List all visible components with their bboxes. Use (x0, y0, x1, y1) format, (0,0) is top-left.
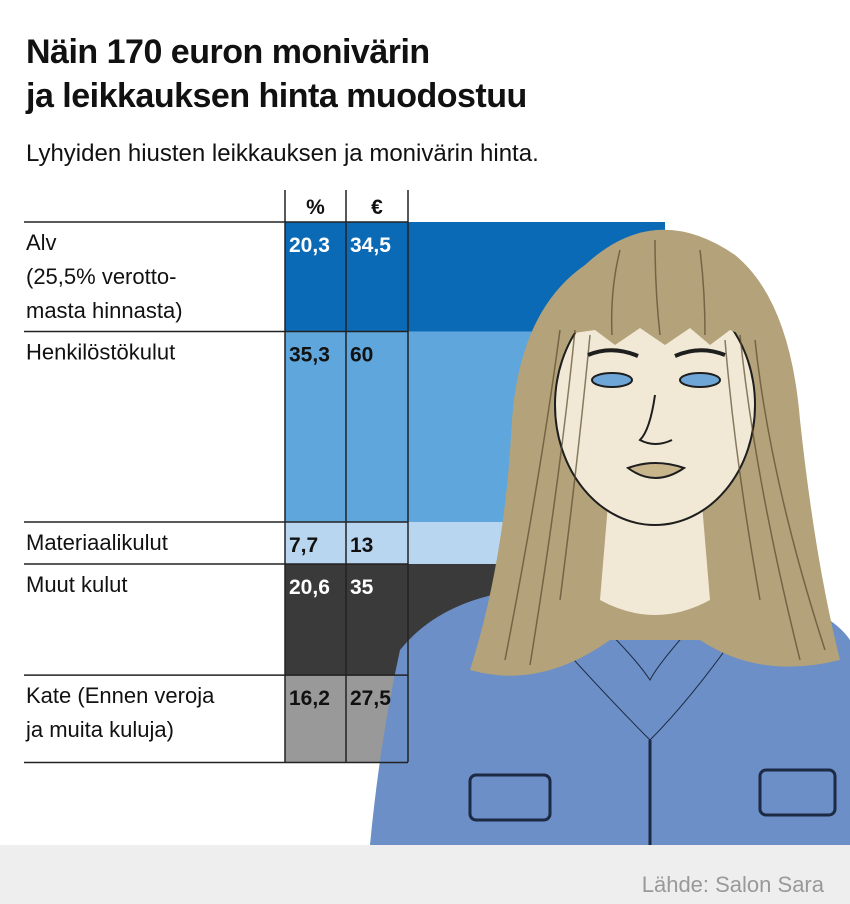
woman-illustration (370, 229, 850, 845)
nose-icon (638, 394, 673, 445)
row-label-0-1: (25,5% verotto- (26, 264, 176, 289)
source-note: Lähde: Salon Sara (641, 872, 824, 897)
row-label-4-1: ja muita kuluja) (25, 717, 174, 742)
percent-value-3: 20,6 (289, 576, 330, 599)
row-label-4-0: Kate (Ennen veroja (26, 683, 215, 708)
row-label-0-2: masta hinnasta) (26, 298, 183, 323)
source-bar (0, 845, 850, 904)
row-label-1-0: Henkilöstökulut (26, 340, 175, 365)
eur-value-4: 27,5 (350, 687, 391, 710)
chart-subtitle: Lyhyiden hiusten leikkauksen ja moniväri… (26, 140, 539, 167)
table-grid (24, 190, 409, 764)
right-eye-icon (679, 372, 721, 388)
chart-title: Näin 170 euron monivärin ja leikkauksen … (26, 30, 826, 118)
eur-value-0: 34,5 (350, 234, 391, 257)
column-header-percent: % (306, 196, 325, 219)
percent-value-1: 35,3 (289, 344, 330, 367)
table-labels: % € Alv (25,5% verotto-masta hinnasta) 20,3 3… (25, 196, 391, 742)
percent-value-0: 20,3 (289, 234, 330, 257)
hair-bangs (560, 235, 755, 345)
chart-title-line-2: ja leikkauksen hinta muodostuu (26, 77, 527, 115)
left-eye-icon (591, 372, 633, 388)
column-header-eur: € (371, 196, 383, 219)
row-label-3-0: Muut kulut (26, 572, 128, 597)
row-label-2-0: Materiaalikulut (26, 530, 168, 555)
right-eyebrow-icon (674, 348, 726, 358)
shirt-pocket (468, 773, 552, 822)
eur-value-2: 13 (350, 534, 373, 557)
cost-breakdown-chart: % € Alv (25,5% verotto-masta hinnasta) 20,3 3… (24, 190, 850, 845)
hair-strands (504, 239, 826, 666)
shirt-pocket-right (758, 768, 837, 817)
left-eyebrow-icon (587, 348, 639, 358)
percent-value-4: 16,2 (289, 687, 330, 710)
mouth-icon (625, 462, 687, 479)
percent-value-2: 7,7 (289, 534, 318, 557)
eur-value-3: 35 (350, 576, 374, 599)
chart-title-line-1: Näin 170 euron monivärin (26, 33, 430, 71)
row-label-0-0: Alv (26, 230, 57, 255)
eur-value-1: 60 (350, 344, 373, 367)
